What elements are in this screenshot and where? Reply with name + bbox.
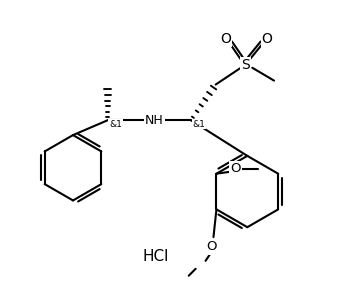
- Text: &1: &1: [192, 120, 205, 129]
- Text: HCl: HCl: [142, 249, 169, 264]
- Text: O: O: [230, 162, 240, 175]
- Text: NH: NH: [145, 114, 164, 127]
- Text: &1: &1: [109, 120, 122, 129]
- Text: O: O: [220, 32, 231, 46]
- Text: O: O: [262, 32, 273, 46]
- Text: S: S: [241, 58, 250, 72]
- Text: O: O: [206, 240, 217, 253]
